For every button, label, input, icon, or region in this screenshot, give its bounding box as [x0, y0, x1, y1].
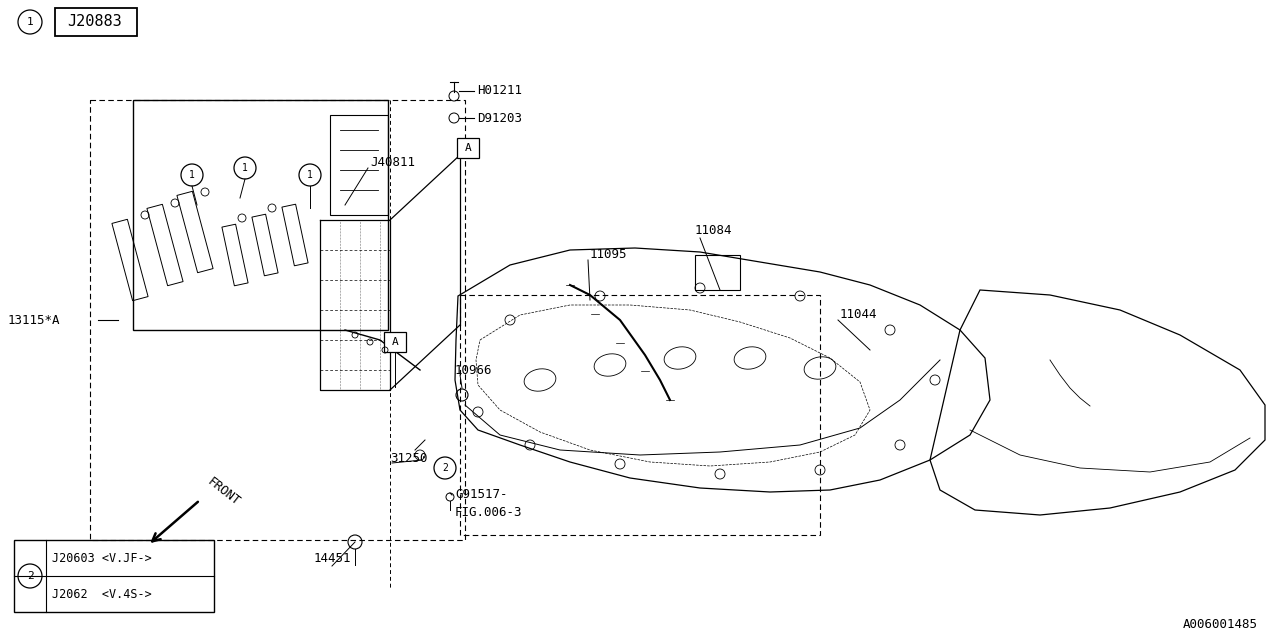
Text: H01211: H01211 — [477, 83, 522, 97]
Text: 13115*A: 13115*A — [8, 314, 60, 326]
Text: G91517-: G91517- — [454, 488, 507, 502]
Text: 2: 2 — [442, 463, 448, 473]
Bar — [133, 100, 388, 330]
Text: 10966: 10966 — [454, 364, 493, 376]
Text: 11044: 11044 — [840, 308, 878, 321]
Text: A006001485: A006001485 — [1183, 618, 1258, 632]
Bar — [55, 8, 137, 36]
Text: FIG.006-3: FIG.006-3 — [454, 506, 522, 520]
Text: J40811: J40811 — [370, 156, 415, 168]
Text: A: A — [392, 337, 398, 347]
Bar — [384, 332, 406, 352]
Text: D91203: D91203 — [477, 111, 522, 125]
Text: 14451: 14451 — [314, 552, 351, 564]
Text: 1: 1 — [242, 163, 248, 173]
Text: A: A — [465, 143, 471, 153]
Text: 11095: 11095 — [590, 248, 627, 262]
Text: J20883: J20883 — [68, 15, 123, 29]
Bar — [695, 255, 740, 290]
Text: 2: 2 — [27, 571, 33, 581]
Bar — [460, 295, 820, 535]
Bar — [457, 138, 479, 158]
Text: FRONT: FRONT — [205, 476, 242, 509]
Text: 1: 1 — [189, 170, 195, 180]
Bar — [14, 540, 214, 612]
Text: 1: 1 — [307, 170, 312, 180]
Text: 31250: 31250 — [390, 451, 428, 465]
Bar — [90, 100, 465, 540]
Text: J20603 <V.JF->: J20603 <V.JF-> — [52, 552, 152, 564]
Text: J2062  <V.4S->: J2062 <V.4S-> — [52, 588, 152, 600]
Text: 11084: 11084 — [695, 223, 732, 237]
Text: 1: 1 — [27, 17, 33, 27]
